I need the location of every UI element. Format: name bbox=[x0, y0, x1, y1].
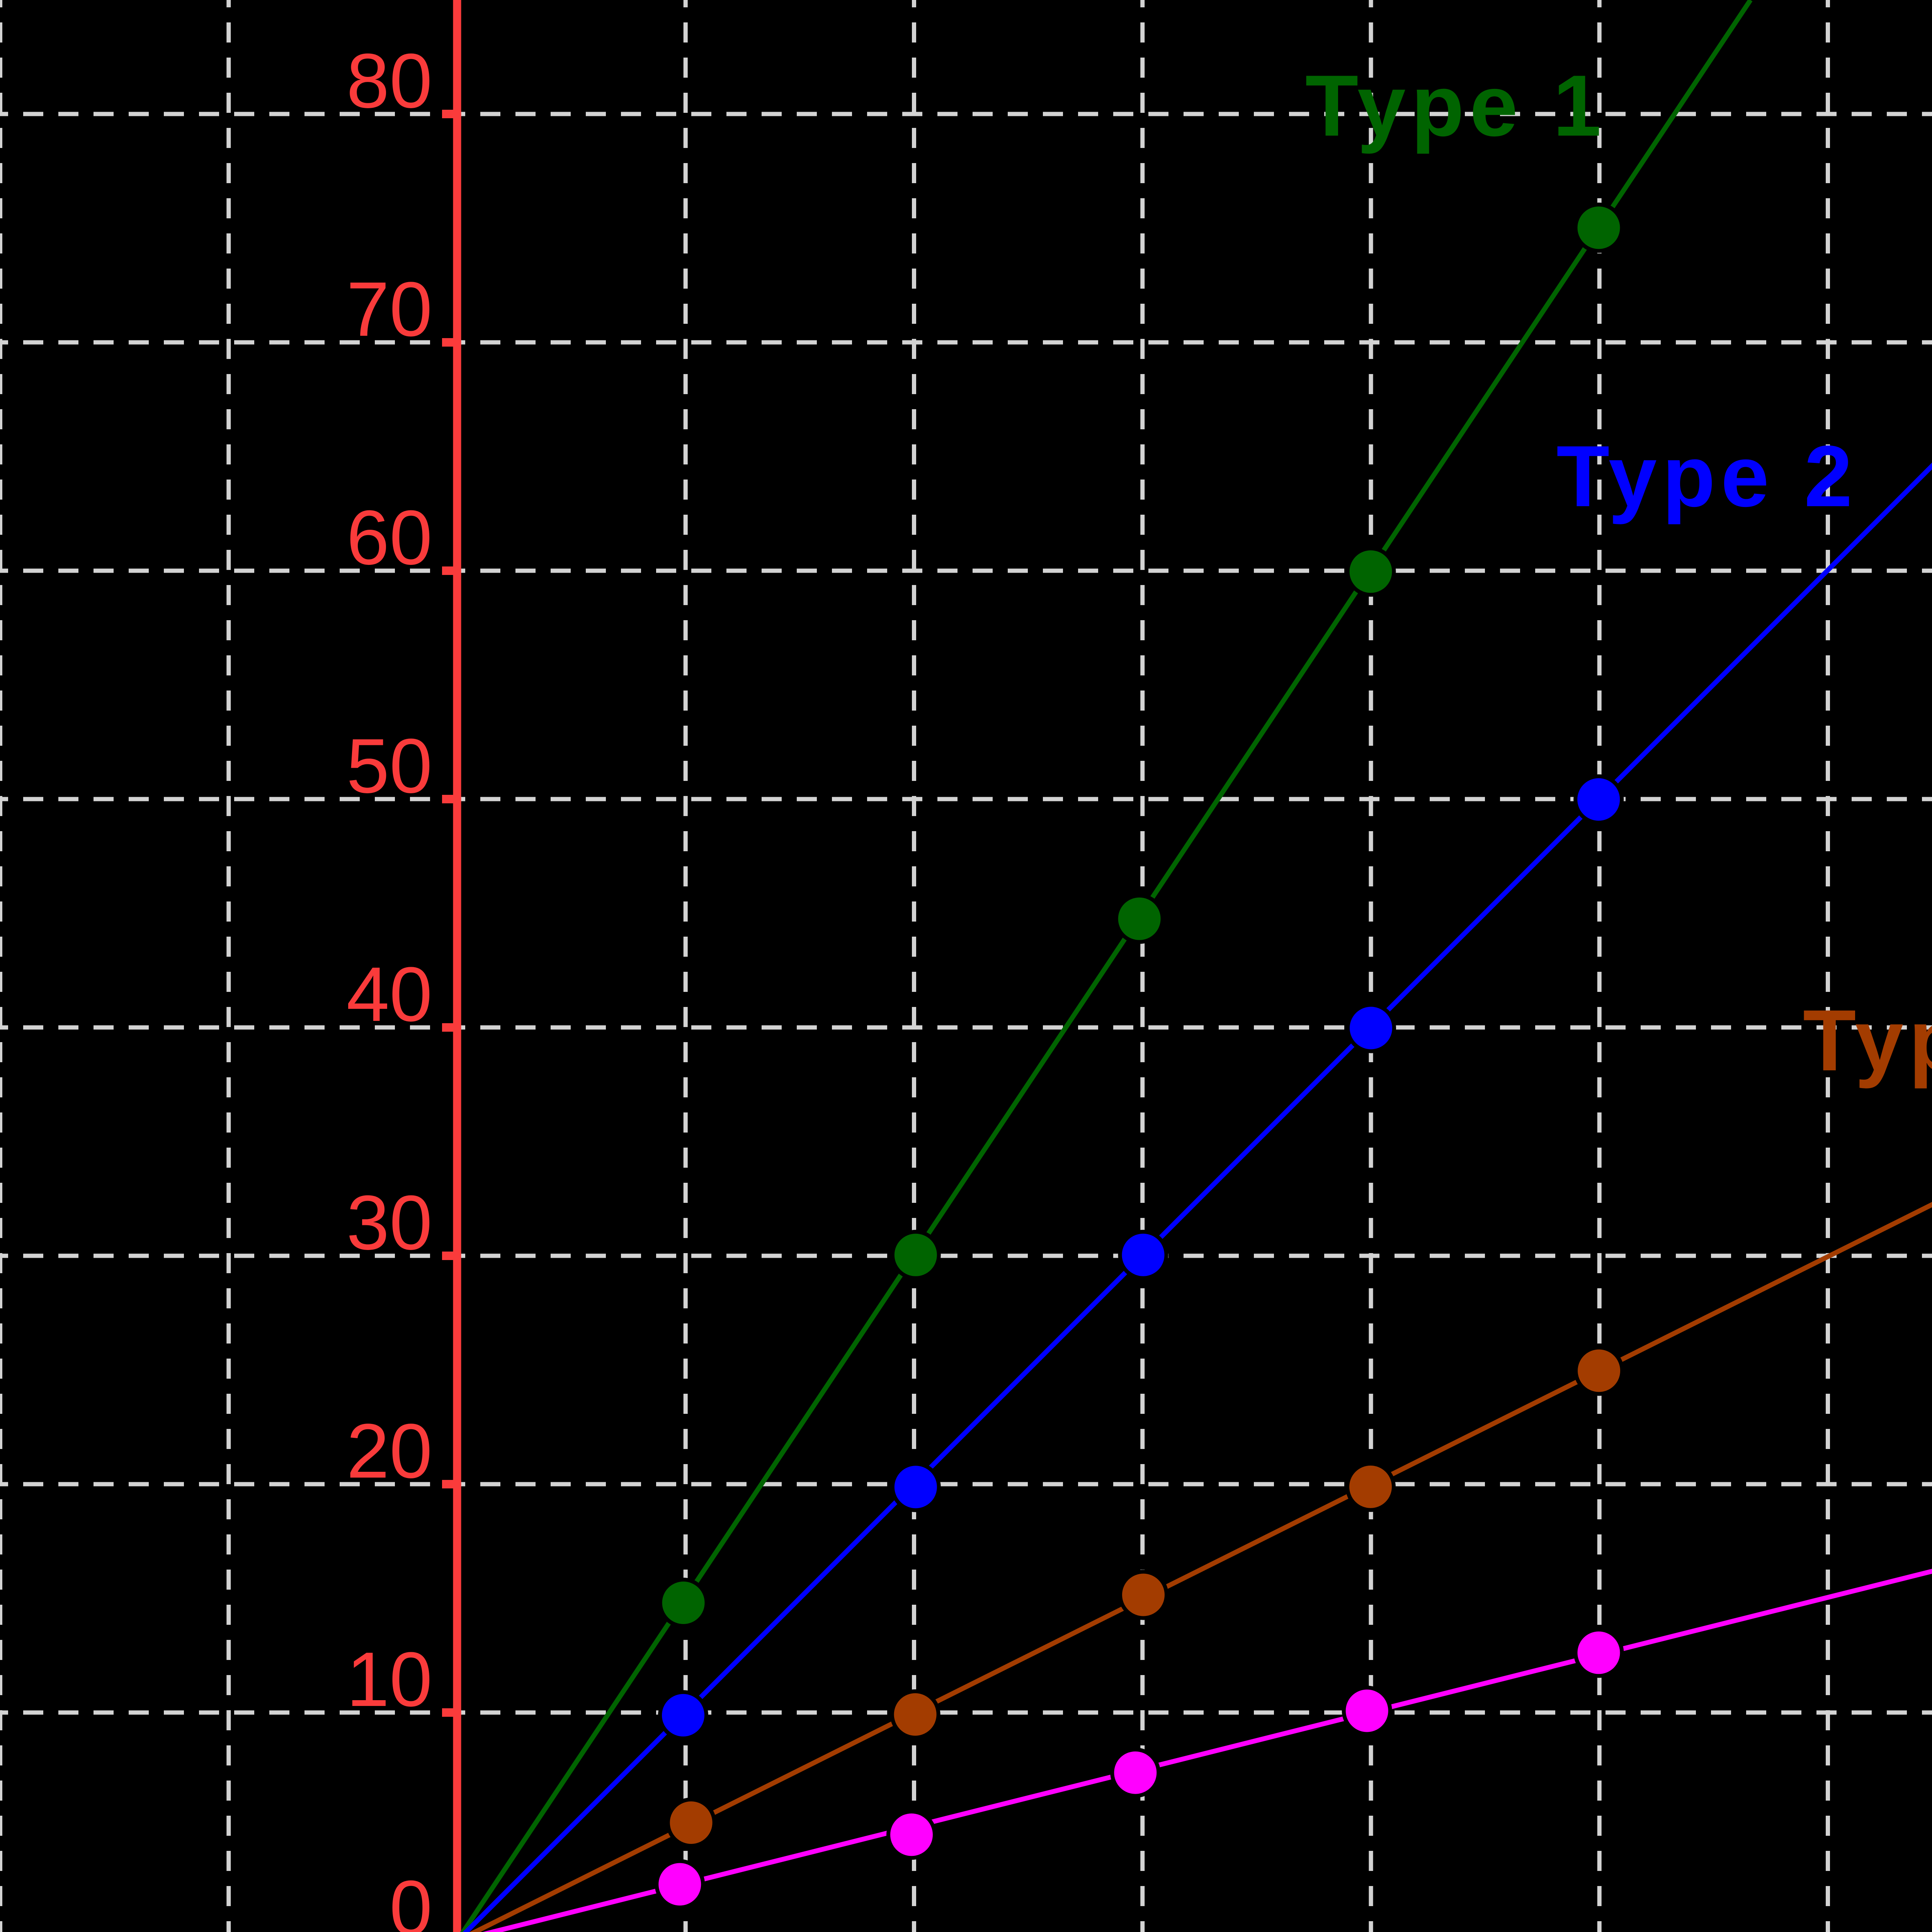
svg-text:40: 40 bbox=[347, 951, 432, 1037]
svg-text:10: 10 bbox=[347, 1636, 432, 1723]
svg-text:50: 50 bbox=[347, 723, 432, 809]
svg-text:Type 3: Type 3 bbox=[1803, 992, 1932, 1089]
svg-text:30: 30 bbox=[347, 1180, 432, 1266]
svg-text:70: 70 bbox=[347, 266, 432, 352]
svg-text:80: 80 bbox=[347, 38, 432, 124]
svg-text:0: 0 bbox=[389, 1865, 432, 1932]
svg-text:Type 2: Type 2 bbox=[1556, 427, 1858, 525]
svg-text:60: 60 bbox=[347, 495, 432, 581]
svg-text:20: 20 bbox=[347, 1408, 432, 1494]
svg-text:Type 1: Type 1 bbox=[1305, 57, 1607, 154]
